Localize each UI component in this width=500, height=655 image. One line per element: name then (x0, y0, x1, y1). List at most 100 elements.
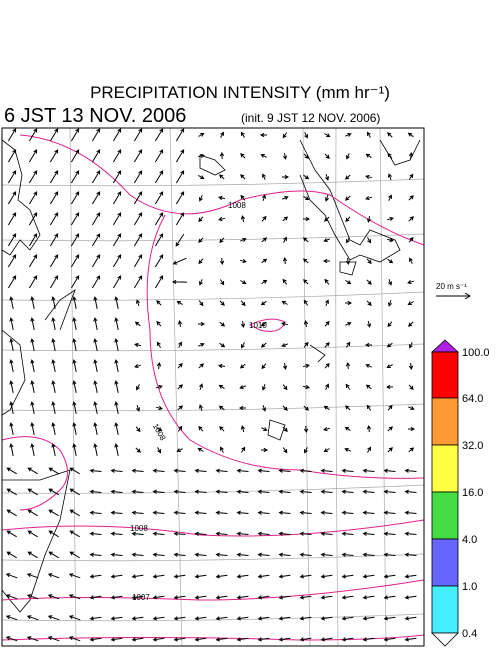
wind-arrow (365, 174, 373, 180)
wind-arrow (9, 380, 14, 393)
wind-arrow (320, 510, 333, 515)
wind-arrow (198, 237, 204, 243)
init-time: (init. 9 JST 12 NOV. 2006) (241, 111, 380, 125)
wind-arrow (176, 300, 183, 306)
wind-arrow (367, 320, 372, 328)
wind-arrow (408, 236, 414, 243)
wind-arrow (197, 153, 205, 158)
wind-arrow (114, 443, 119, 456)
wind-arrow (93, 422, 98, 435)
parallel (2, 403, 424, 412)
wind-arrow (198, 300, 204, 307)
wind-arrow (341, 531, 354, 536)
wind-arrow (154, 212, 164, 226)
wind-arrow (133, 275, 143, 289)
wind-arrow (261, 279, 268, 285)
wind-arrow (175, 149, 185, 163)
wind-arrow (173, 510, 186, 515)
wind-arrow (173, 574, 186, 579)
wind-arrow (135, 299, 140, 307)
wind-arrow (154, 170, 164, 184)
wind-arrow (156, 300, 162, 306)
wind-arrow (346, 237, 350, 244)
wind-arrow (240, 215, 246, 223)
wind-arrow (383, 489, 396, 494)
wind-arrow (366, 279, 372, 285)
wind-arrow (236, 552, 249, 557)
wind-arrow (131, 489, 144, 494)
wind-arrow (282, 405, 288, 411)
wind-arrow (386, 237, 394, 243)
wind-arrow (240, 446, 246, 453)
wind-arrow (89, 616, 102, 621)
reference-vector: 20 m s⁻¹ (436, 282, 471, 300)
colorbar-segment (431, 538, 459, 587)
wind-arrow (260, 321, 267, 327)
wind-arrow (93, 359, 98, 372)
wind-arrow (48, 530, 59, 538)
wind-arrow (341, 574, 354, 579)
wind-arrow (408, 216, 414, 222)
wind-arrow (134, 321, 141, 327)
wind-arrow (154, 233, 164, 247)
wind-arrow (345, 361, 351, 370)
wind-arrow (408, 321, 414, 327)
wind-arrow (177, 384, 184, 390)
wind-arrow (282, 447, 288, 454)
wind-arrow (154, 191, 164, 205)
wind-arrow (257, 595, 270, 600)
parallel (2, 291, 424, 301)
wind-arrow (110, 510, 123, 515)
wind-arrow (51, 338, 56, 351)
wind-arrow (135, 447, 141, 453)
wind-arrow (157, 447, 162, 454)
wind-arrow (154, 275, 164, 289)
wind-arrow (324, 342, 330, 348)
wind-arrow (72, 296, 77, 309)
wind-arrow (49, 254, 59, 268)
isobar-label: 1007 (132, 593, 150, 602)
wind-arrow (261, 237, 268, 243)
wind-arrow (175, 191, 185, 205)
wind-arrow (261, 363, 267, 370)
wind-arrow (28, 128, 38, 142)
wind-arrow (194, 637, 207, 642)
wind-arrow (72, 443, 77, 456)
wind-arrow (48, 551, 59, 559)
wind-arrow (324, 133, 331, 138)
parallel (2, 233, 424, 242)
wind-arrow (89, 531, 102, 536)
wind-arrow (30, 401, 35, 414)
wind-arrow (219, 257, 225, 266)
parallel (2, 484, 424, 494)
wind-arrow (69, 509, 80, 517)
wind-arrow (89, 489, 102, 494)
wind-arrow (173, 552, 186, 557)
colorbar-label: 4.0 (462, 534, 477, 546)
meridian (379, 128, 387, 646)
wind-arrow (198, 174, 205, 180)
wind-arrow (198, 363, 204, 369)
parallel (2, 343, 424, 352)
wind-arrow (387, 173, 392, 180)
wind-arrow (72, 422, 77, 435)
wind-arrow (299, 552, 312, 557)
wind-arrow (30, 359, 35, 372)
wind-arrow (49, 128, 59, 142)
wind-arrow (110, 637, 123, 642)
wind-arrow (260, 300, 267, 306)
wind-arrow (404, 574, 417, 579)
wind-arrow (93, 296, 98, 309)
wind-arrow (344, 195, 351, 201)
wind-arrow (70, 191, 80, 205)
wind-arrow (385, 384, 394, 390)
wind-arrow (362, 574, 375, 579)
wind-arrow (408, 173, 414, 180)
wind-arrow (323, 427, 331, 432)
parallel (2, 178, 424, 187)
wind-arrow (302, 258, 309, 264)
wind-arrow (215, 595, 228, 600)
wind-arrow (6, 488, 17, 496)
wind-arrow (69, 530, 80, 538)
wind-arrow (236, 468, 249, 473)
